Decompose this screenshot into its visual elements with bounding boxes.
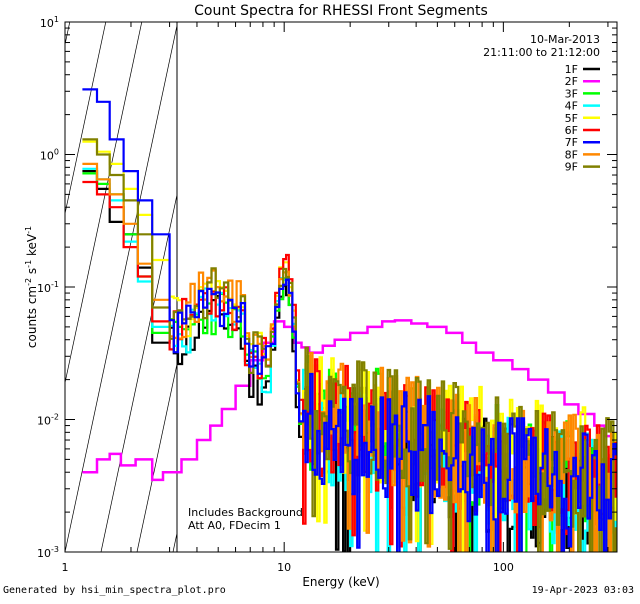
- legend-label-2f: 2F: [565, 75, 578, 88]
- x-axis: 1 10 100: [62, 22, 609, 574]
- legend-label-7f: 7F: [565, 136, 578, 149]
- footer-generator: Generated by hsi_min_spectra_plot.pro: [3, 585, 226, 596]
- date-label: 10-Mar-2013: [530, 33, 600, 46]
- hatch-line: [0, 0, 9, 552]
- legend-label-4f: 4F: [565, 100, 578, 113]
- series-line-7f: [82, 88, 617, 552]
- legend-label-9f: 9F: [565, 161, 578, 174]
- annotation-background: Includes Background: [188, 506, 303, 519]
- footer-timestamp: 19-Apr-2023 03:03: [531, 585, 634, 596]
- legend-label-3f: 3F: [565, 87, 578, 100]
- hatch-line: [0, 0, 81, 552]
- hatch-line: [65, 22, 71, 47]
- y-axis-label: counts cm-2 s-1 keV-1: [24, 226, 39, 348]
- series-line-2f: [82, 319, 615, 482]
- hatch-line: [136, 362, 177, 552]
- y-axis: 10-3 10-2 10-1 100 101: [37, 15, 617, 560]
- annotation-attenuator: Att A0, FDecim 1: [188, 519, 281, 532]
- legend-label-6f: 6F: [565, 124, 578, 137]
- x-axis-label: Energy (keV): [302, 575, 379, 589]
- x-tick-label: 1: [62, 561, 69, 574]
- legend-label-5f: 5F: [565, 112, 578, 125]
- legend-label-8f: 8F: [565, 148, 578, 161]
- series-layer: [82, 88, 617, 552]
- hatch-line: [172, 531, 177, 552]
- x-tick-label: 100: [493, 561, 514, 574]
- y-tick-label: 10-3: [37, 545, 59, 560]
- legend-label-1f: 1F: [565, 63, 578, 76]
- hatch-line: [100, 193, 177, 552]
- hatch-line: [65, 22, 107, 216]
- chart-title: Count Spectra for RHESSI Front Segments: [194, 3, 488, 19]
- x-tick-label: 10: [277, 561, 291, 574]
- time-range-label: 21:11:00 to 21:12:00: [483, 46, 600, 59]
- y-tick-label: 100: [40, 148, 59, 163]
- y-tick-label: 101: [40, 15, 59, 30]
- series-line-8f: [82, 162, 617, 552]
- hatch-line: [65, 23, 177, 552]
- y-tick-label: 10-2: [37, 413, 59, 428]
- y-tick-label: 10-1: [37, 280, 59, 295]
